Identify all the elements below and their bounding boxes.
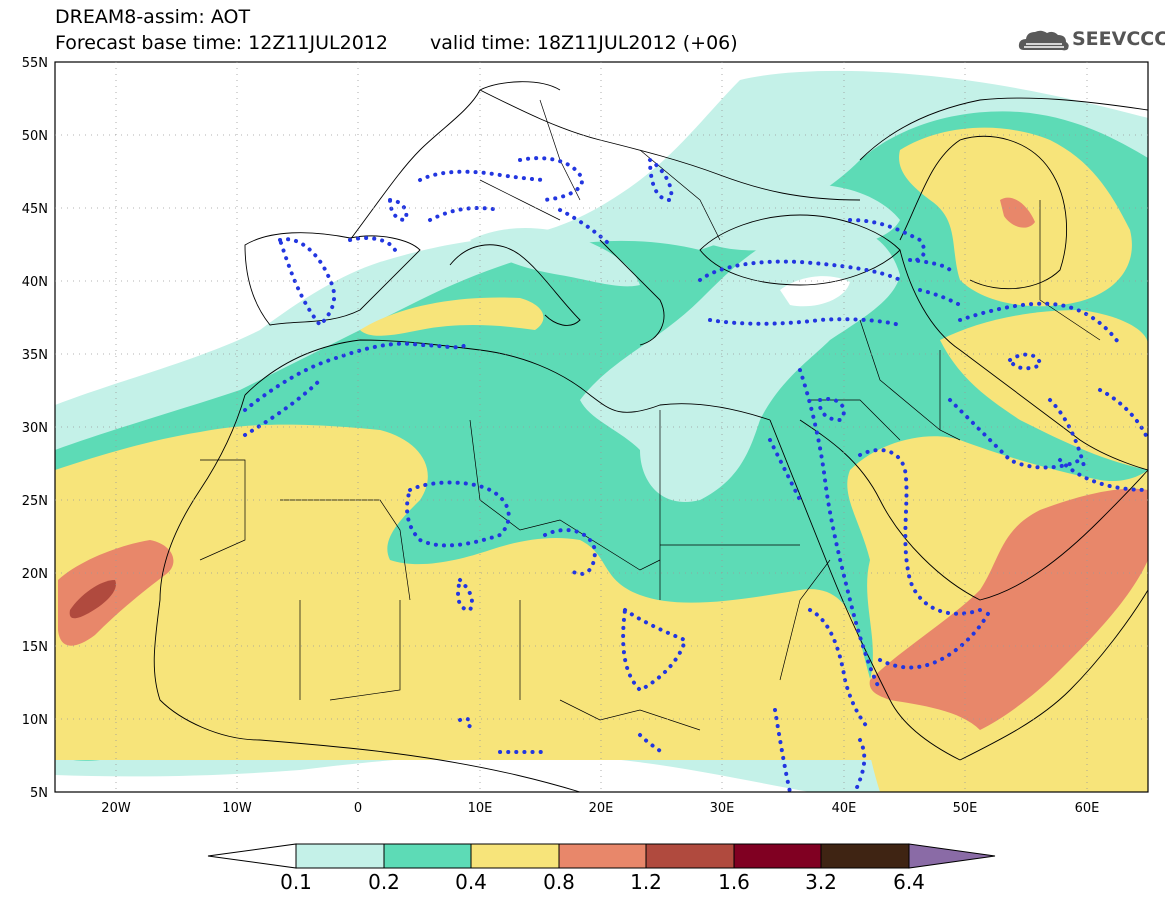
colorbar bbox=[207, 843, 996, 869]
base-time: Forecast base time: 12Z11JUL2012 bbox=[55, 32, 388, 54]
colorbar-label: 0.2 bbox=[368, 870, 400, 894]
lon-label: 50E bbox=[953, 801, 978, 816]
lon-label: 10E bbox=[468, 801, 493, 816]
colorbar-segment-over bbox=[908, 843, 996, 869]
lon-label: 30E bbox=[710, 801, 735, 816]
colorbar-label: 0.4 bbox=[455, 870, 487, 894]
lon-label: 10W bbox=[222, 801, 252, 816]
aot-contour-0.8-westafrica bbox=[58, 540, 174, 646]
lon-label: 0 bbox=[354, 801, 362, 816]
aot-contour-0.8-arabia bbox=[869, 488, 1148, 730]
lon-label: 20E bbox=[589, 801, 614, 816]
latitude-axis: 55N 50N 45N 40N 35N 30N 25N 20N 15N 10N … bbox=[22, 56, 48, 801]
product-title: DREAM8-assim: AOT bbox=[55, 6, 251, 28]
lat-label: 45N bbox=[22, 202, 48, 217]
colorbar-segment bbox=[295, 843, 385, 869]
time-info: Forecast base time: 12Z11JUL2012 valid ti… bbox=[55, 32, 738, 54]
colorbar-label: 1.2 bbox=[630, 870, 662, 894]
lon-label: 60E bbox=[1075, 801, 1100, 816]
lat-label: 35N bbox=[22, 348, 48, 363]
aot-contour-0.4-iran bbox=[940, 310, 1148, 470]
colorbar-label: 1.6 bbox=[718, 870, 750, 894]
lon-label: 40E bbox=[832, 801, 857, 816]
graticule bbox=[55, 62, 1148, 792]
longitude-axis: 20W 10W 0 10E 20E 30E 40E 50E 60E bbox=[101, 801, 1099, 816]
aot-contour-clear bbox=[780, 276, 850, 307]
colorbar-segment bbox=[470, 843, 560, 869]
lat-label: 25N bbox=[22, 494, 48, 509]
aot-contour-0.1-adriatic bbox=[470, 228, 640, 287]
colorbar-segment-under bbox=[207, 843, 297, 869]
colorbar-label: 0.1 bbox=[280, 870, 312, 894]
logo-text: SEEVCCC bbox=[1072, 28, 1165, 50]
lat-label: 5N bbox=[30, 786, 48, 801]
lat-label: 20N bbox=[22, 567, 48, 582]
coastlines bbox=[153, 81, 1148, 792]
colorbar-label: 6.4 bbox=[893, 870, 925, 894]
lat-label: 30N bbox=[22, 421, 48, 436]
aot-contour-0.4-algeria bbox=[360, 297, 544, 336]
colorbar-segment bbox=[733, 843, 822, 869]
valid-time: valid time: 18Z11JUL2012 (+06) bbox=[429, 32, 738, 54]
seevccc-logo: SEEVCCC bbox=[1016, 24, 1165, 56]
colorbar-segment bbox=[820, 843, 910, 869]
aot-contour-0.8-caspian bbox=[1000, 197, 1035, 228]
colorbar-label: 3.2 bbox=[805, 870, 837, 894]
aot-contour-0.4-sahel bbox=[330, 620, 860, 703]
cloud-icon bbox=[1018, 30, 1069, 51]
lat-label: 40N bbox=[22, 275, 48, 290]
aot-field bbox=[55, 62, 1148, 792]
country-borders bbox=[199, 99, 1101, 731]
aot-contour-0.1-blacksea bbox=[700, 184, 900, 251]
lat-label: 10N bbox=[22, 713, 48, 728]
lat-label: 15N bbox=[22, 640, 48, 655]
lat-label: 55N bbox=[22, 56, 48, 71]
colorbar-segment bbox=[383, 843, 472, 869]
colorbar-label: 0.8 bbox=[543, 870, 575, 894]
colorbar-segment bbox=[558, 843, 647, 869]
lat-label: 50N bbox=[22, 129, 48, 144]
lon-label: 20W bbox=[101, 801, 131, 816]
observed-aot-contours bbox=[243, 156, 1148, 792]
aot-contour-1.2 bbox=[69, 580, 116, 619]
colorbar-segment bbox=[645, 843, 735, 869]
